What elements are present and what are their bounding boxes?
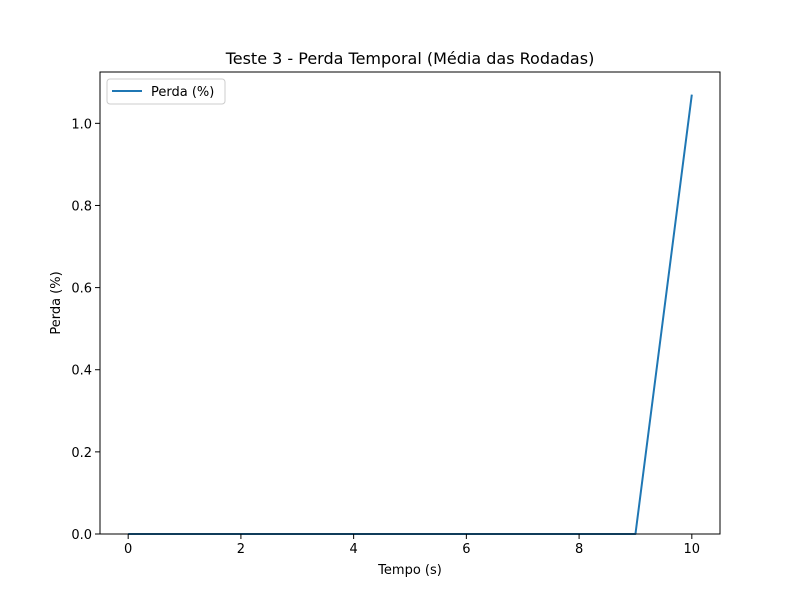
y-tick-label: 0.0 (71, 528, 92, 543)
chart-title: Teste 3 - Perda Temporal (Média das Roda… (225, 49, 595, 68)
x-tick-label: 0 (124, 542, 132, 557)
plot-frame (99, 71, 721, 535)
x-axis-ticks: 0 2 4 6 8 10 (124, 534, 700, 557)
plot-area (100, 72, 720, 534)
y-tick-label: 0.2 (71, 446, 92, 461)
x-tick-label: 10 (684, 542, 701, 557)
legend: Perda (%) (106, 78, 226, 105)
x-tick-label: 6 (462, 542, 470, 557)
x-tick-label: 8 (575, 542, 583, 557)
x-axis-label: Tempo (s) (377, 563, 442, 578)
x-tick-label: 2 (237, 542, 245, 557)
legend-box (106, 78, 226, 105)
y-tick-label: 0.4 (71, 364, 92, 379)
y-tick-label: 1.0 (71, 117, 92, 132)
x-tick-label: 4 (349, 542, 357, 557)
y-axis-label: Perda (%) (49, 271, 64, 334)
y-tick-label: 0.8 (71, 199, 92, 214)
y-tick-label: 0.6 (71, 282, 92, 297)
legend-label: Perda (%) (151, 85, 214, 100)
y-axis-ticks: 0.0 0.2 0.4 0.6 0.8 1.0 (71, 117, 100, 543)
